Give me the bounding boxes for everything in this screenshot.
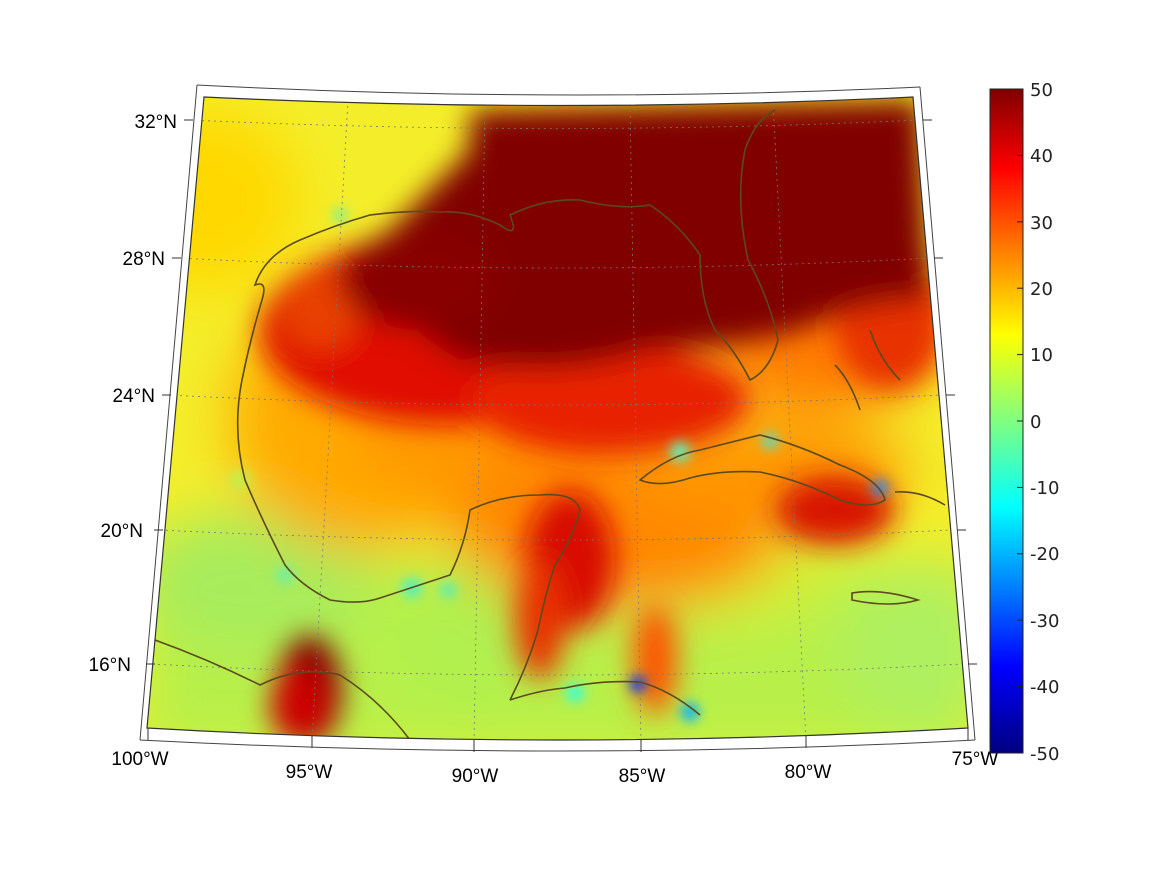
colorbar-tick-minus-30: -30 bbox=[1030, 611, 1059, 632]
lat-label-16n: 16°N bbox=[89, 655, 131, 676]
colorbar-tick-minus-50: -50 bbox=[1030, 744, 1059, 765]
pacific-coast bbox=[154, 639, 411, 740]
data-field bbox=[147, 97, 968, 740]
central-america-coast bbox=[509, 680, 701, 716]
graticule bbox=[151, 99, 963, 740]
cuba bbox=[638, 434, 886, 506]
lat-label-24n: 24°N bbox=[113, 386, 155, 407]
lon-label-85w: 85°W bbox=[619, 766, 666, 787]
lon-label-75w: 75°W bbox=[952, 749, 999, 770]
colorbar-tick-50: 50 bbox=[1030, 80, 1053, 101]
frame-ticks bbox=[146, 119, 977, 752]
bahamas-2 bbox=[869, 329, 901, 381]
lon-label-95w: 95°W bbox=[286, 762, 333, 783]
lon-label-80w: 80°W bbox=[785, 762, 832, 783]
latitude-labels: 32°N 28°N 24°N 20°N 16°N bbox=[89, 112, 177, 676]
bahamas-1 bbox=[834, 364, 861, 411]
lat-label-32n: 32°N bbox=[135, 112, 177, 133]
colorbar-tick-40: 40 bbox=[1030, 146, 1053, 167]
map-frame bbox=[146, 96, 969, 741]
coastlines bbox=[154, 109, 946, 740]
lon-label-100w: 100°W bbox=[111, 749, 168, 770]
gulf-coast bbox=[236, 109, 779, 601]
jamaica bbox=[851, 590, 921, 605]
lon-label-90w: 90°W bbox=[452, 766, 499, 787]
colorbar-tick-30: 30 bbox=[1030, 213, 1053, 234]
colorbar: 50 40 30 20 10 0 -10 -20 -30 -40 -50 bbox=[989, 80, 1059, 765]
lat-label-28n: 28°N bbox=[123, 249, 165, 270]
colorbar-tick-minus-10: -10 bbox=[1030, 478, 1059, 499]
colorbar-tick-minus-40: -40 bbox=[1030, 677, 1059, 698]
lat-label-20n: 20°N bbox=[101, 521, 143, 542]
colorbar-tick-0: 0 bbox=[1030, 412, 1041, 433]
colorbar-tick-20: 20 bbox=[1030, 279, 1053, 300]
colorbar-tick-10: 10 bbox=[1030, 345, 1053, 366]
colorbar-tick-minus-20: -20 bbox=[1030, 544, 1059, 565]
mexico-coast bbox=[329, 493, 581, 701]
longitude-labels: 100°W 95°W 90°W 85°W 80°W 75°W bbox=[111, 749, 998, 787]
hispaniola bbox=[894, 490, 946, 506]
